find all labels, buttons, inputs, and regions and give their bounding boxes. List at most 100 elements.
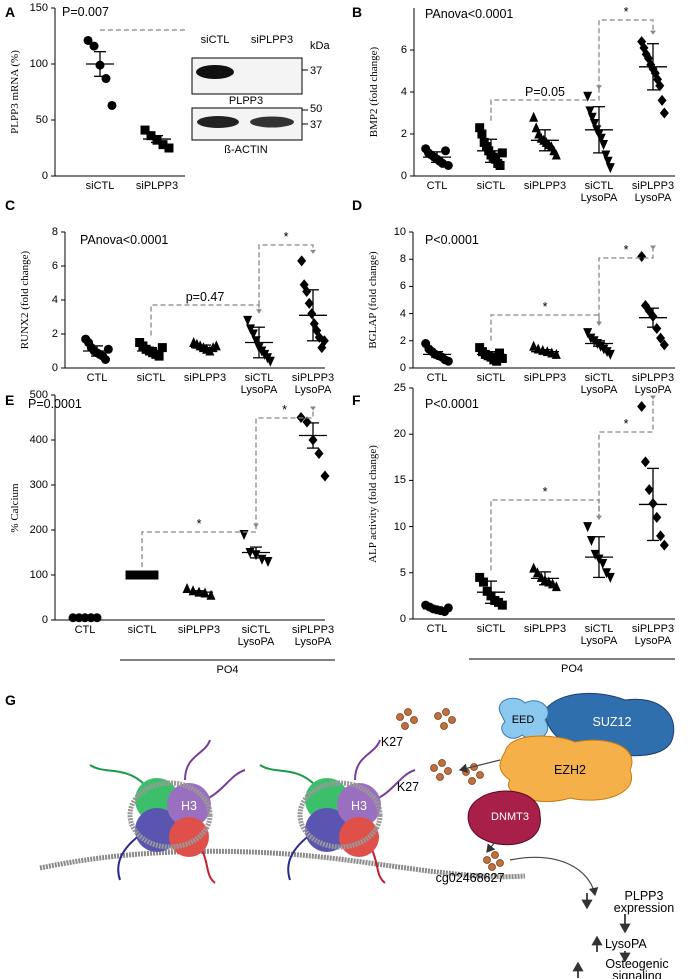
data-point bbox=[497, 148, 507, 158]
data-point bbox=[443, 161, 453, 170]
significance-label: * bbox=[283, 230, 289, 244]
data-point bbox=[157, 343, 167, 353]
data-point bbox=[605, 349, 615, 360]
y-tick-label: 8 bbox=[51, 226, 58, 238]
significance-bracket bbox=[258, 244, 314, 314]
y-tick-label: 15 bbox=[393, 474, 406, 487]
data-point bbox=[107, 100, 117, 110]
y-tick-label: 4 bbox=[51, 294, 58, 306]
significance-bracket bbox=[598, 19, 654, 90]
data-point bbox=[475, 572, 485, 582]
x-tick-label: CTL bbox=[426, 180, 448, 192]
panel-label: B bbox=[352, 4, 363, 20]
data-point bbox=[302, 416, 312, 428]
data-point bbox=[605, 572, 615, 583]
data-point bbox=[475, 123, 485, 133]
y-tick-label: 8 bbox=[399, 253, 406, 266]
p-value: PAnova<0.0001 bbox=[425, 7, 514, 21]
data-point bbox=[495, 348, 505, 358]
x-tick-label: siCTL bbox=[476, 623, 506, 635]
y-tick-label: 4 bbox=[399, 307, 406, 320]
data-point bbox=[585, 106, 595, 117]
data-point bbox=[297, 255, 307, 267]
x-tick-label: siPLPP3 LysoPA bbox=[631, 372, 675, 396]
protein-label: EED bbox=[511, 714, 535, 726]
y-tick-label: 10 bbox=[393, 226, 406, 238]
data-point bbox=[477, 129, 487, 139]
y-axis-label: ALP activity (fold change) bbox=[367, 444, 379, 563]
y-tick-label: 100 bbox=[29, 58, 48, 70]
x-tick-label: siPLPP3 LysoPA bbox=[631, 623, 675, 647]
data-point bbox=[441, 146, 451, 156]
significance-label: * bbox=[542, 300, 548, 314]
panel-label: D bbox=[352, 197, 363, 213]
x-tick-label: siPLPP3 LysoPA bbox=[291, 624, 335, 648]
data-point bbox=[656, 332, 666, 344]
protein-label: ß-ACTIN bbox=[224, 144, 268, 156]
y-tick-label: 6 bbox=[399, 280, 406, 293]
lane-label: siPLPP3 bbox=[250, 34, 294, 46]
data-point bbox=[657, 94, 667, 106]
x-tick-label: siPLPP3 bbox=[523, 623, 567, 635]
data-point bbox=[659, 107, 669, 119]
y-tick-label: 6 bbox=[400, 44, 407, 56]
data-point bbox=[551, 348, 561, 359]
data-point bbox=[598, 559, 608, 570]
data-point bbox=[443, 603, 453, 613]
data-point bbox=[101, 355, 111, 364]
data-point bbox=[164, 143, 174, 153]
panel-label: E bbox=[5, 392, 15, 408]
data-point bbox=[304, 297, 314, 309]
data-point bbox=[603, 156, 613, 167]
data-point bbox=[640, 456, 650, 468]
methyl-groups bbox=[396, 708, 504, 871]
data-point bbox=[302, 286, 312, 297]
arrow bbox=[486, 841, 496, 853]
significance-bracket bbox=[490, 314, 600, 341]
data-point bbox=[482, 586, 492, 596]
bracket-arrowhead bbox=[650, 395, 656, 400]
data-point bbox=[529, 340, 539, 351]
protein-label: EZH2 bbox=[554, 763, 586, 777]
x-tick-label: siCTL LysoPA bbox=[580, 623, 618, 647]
data-point bbox=[320, 470, 330, 482]
significance-label: * bbox=[196, 517, 202, 531]
data-point bbox=[529, 562, 539, 573]
nucleosome bbox=[259, 739, 416, 884]
blot-band bbox=[197, 116, 239, 128]
x-tick-label: siPLPP3 bbox=[523, 180, 567, 192]
cpg-label: cg02468627 bbox=[435, 871, 505, 885]
significance-bracket bbox=[141, 524, 257, 568]
p-value: P<0.0001 bbox=[425, 233, 479, 247]
y-tick-label: 400 bbox=[29, 434, 48, 446]
significance-label: * bbox=[623, 243, 629, 257]
x-tick-label: CTL bbox=[74, 624, 96, 636]
data-point bbox=[265, 356, 275, 367]
kda-label: 37 bbox=[310, 65, 323, 77]
arrow bbox=[509, 856, 599, 897]
y-tick-label: 10 bbox=[393, 520, 406, 533]
x-tick-label: siCTL bbox=[136, 372, 166, 384]
y-tick-label: 0 bbox=[51, 362, 58, 374]
cascade-step: PLPP3 expression bbox=[613, 889, 675, 915]
eed-shape bbox=[498, 697, 549, 740]
data-point bbox=[637, 250, 647, 262]
x-tick-label: CTL bbox=[426, 623, 448, 635]
significance-label: p=0.47 bbox=[185, 290, 225, 304]
x-tick-label: siCTL bbox=[127, 624, 157, 636]
x-tick-label: siPLPP3 bbox=[135, 180, 179, 192]
data-point bbox=[583, 91, 593, 102]
data-point bbox=[644, 484, 654, 496]
y-tick-label: 200 bbox=[29, 524, 48, 536]
y-tick-label: 0 bbox=[41, 614, 48, 626]
data-point bbox=[263, 557, 273, 567]
data-point bbox=[495, 161, 505, 170]
data-point bbox=[599, 140, 609, 150]
kda-label: 37 bbox=[310, 119, 323, 131]
data-point bbox=[314, 448, 324, 459]
cascade-step: LysoPA bbox=[605, 937, 647, 951]
x-tick-label: siCTL bbox=[85, 180, 115, 192]
lane-label: siCTL bbox=[200, 34, 230, 46]
significance-label: * bbox=[282, 403, 287, 417]
data-point bbox=[583, 522, 593, 533]
